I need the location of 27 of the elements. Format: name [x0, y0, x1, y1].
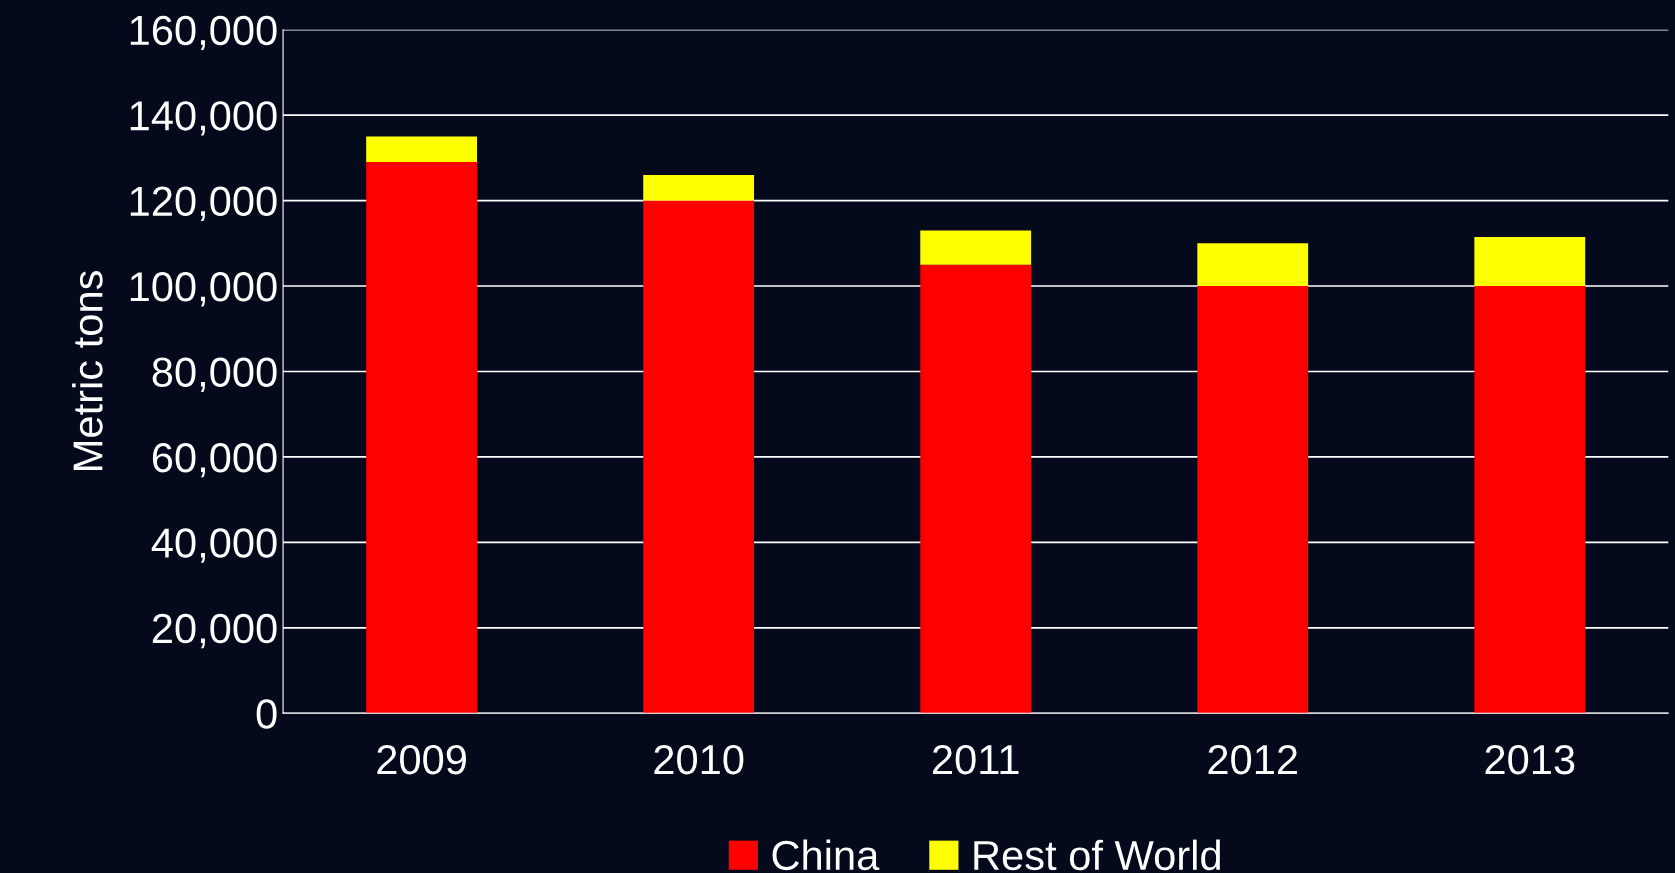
bar — [920, 264, 1032, 714]
x-tick-label: 2012 — [1208, 744, 1297, 775]
x-tick-label: 2013 — [1485, 744, 1575, 775]
bar — [366, 162, 478, 714]
bar — [1197, 286, 1309, 714]
y-tick-label: 20,000 — [152, 613, 277, 649]
bar — [920, 230, 1032, 265]
y-tick-label: 40,000 — [151, 528, 277, 563]
x-tick-label: 2010 — [654, 744, 744, 775]
bar — [1474, 236, 1586, 287]
y-tick-label: 100,000 — [130, 272, 277, 307]
legend-label: Rest of World — [974, 839, 1220, 871]
y-tick-label: 0 — [256, 699, 277, 729]
y-tick-label: 160,000 — [130, 15, 277, 51]
legend-label: China — [772, 839, 880, 871]
y-axis-title: Metric tons — [72, 271, 103, 470]
bar — [643, 174, 755, 201]
y-tick-label: 80,000 — [152, 357, 277, 392]
y-tick-label: 60,000 — [152, 442, 277, 478]
x-tick-label: 2011 — [932, 744, 1019, 775]
bar — [643, 200, 755, 714]
bar — [1197, 243, 1309, 287]
x-tick-label: 2009 — [377, 744, 466, 775]
bar — [366, 136, 478, 163]
y-tick-label: 140,000 — [130, 101, 277, 136]
y-tick-label: 120,000 — [130, 186, 277, 221]
bar — [1474, 286, 1586, 714]
